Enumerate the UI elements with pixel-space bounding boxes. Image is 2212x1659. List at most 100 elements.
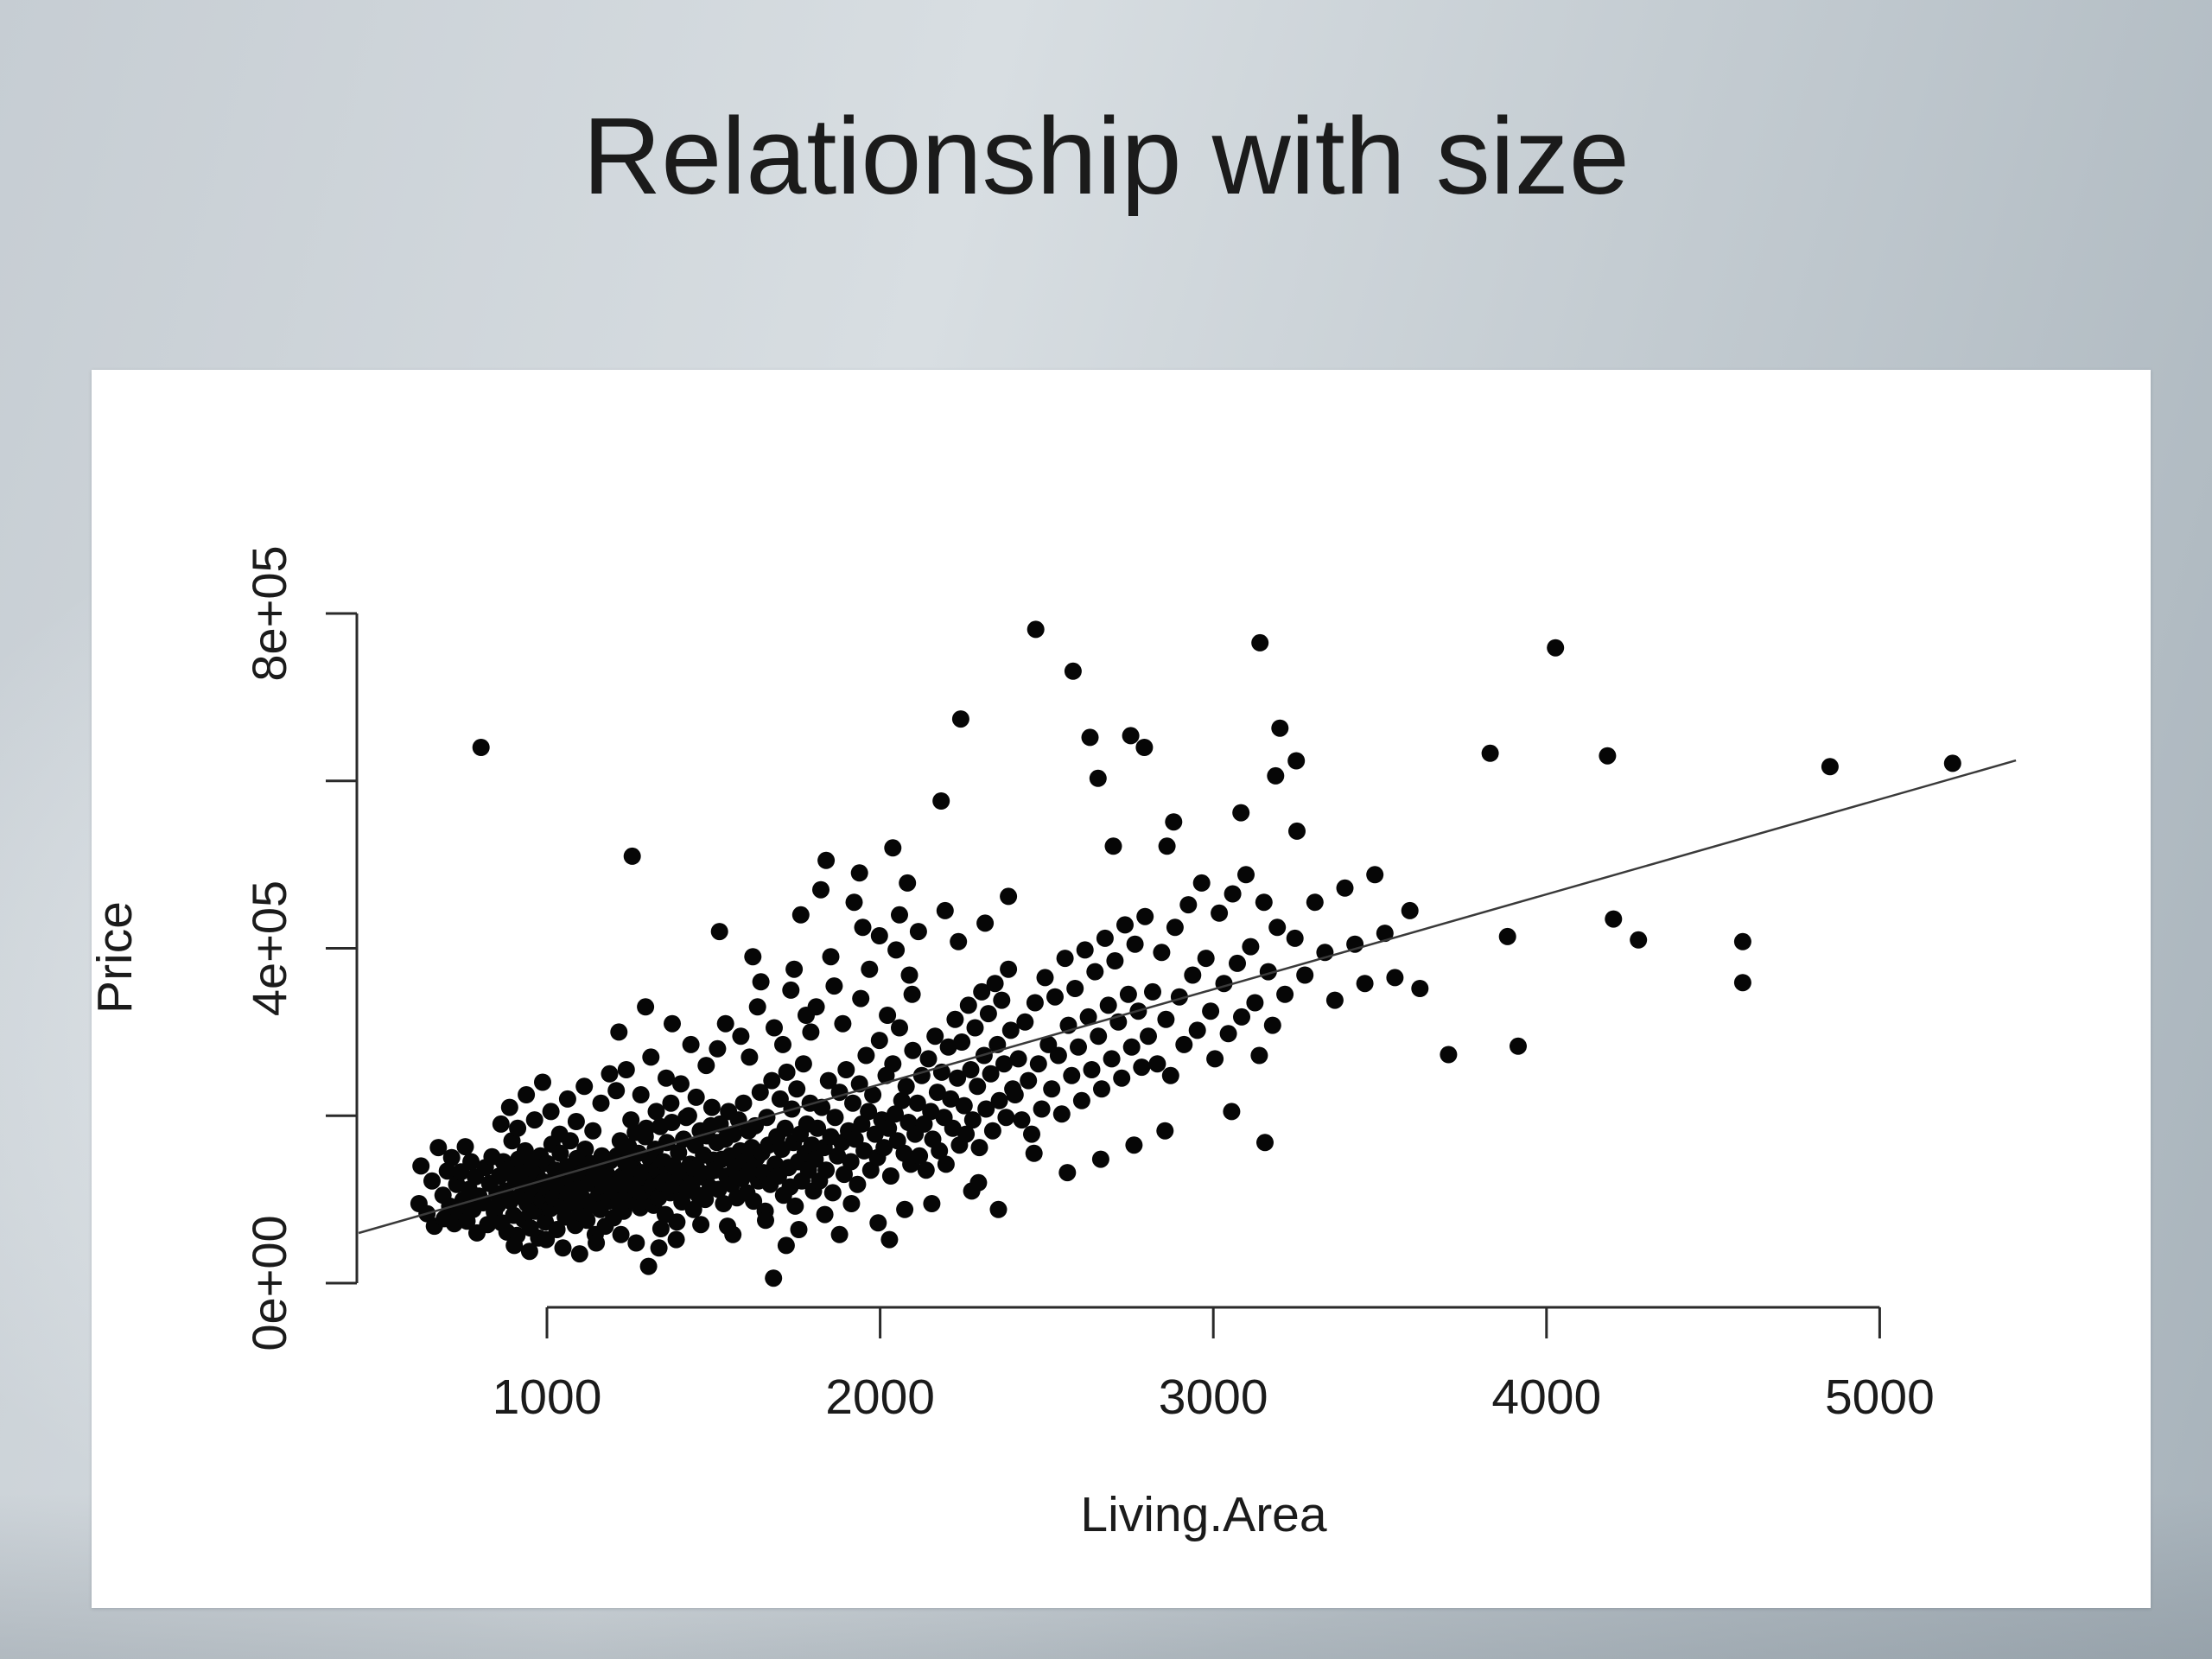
data-point	[766, 1019, 783, 1037]
data-point	[825, 977, 843, 995]
data-point	[748, 998, 766, 1016]
data-point	[1056, 950, 1074, 968]
data-point	[550, 1125, 569, 1143]
data-point	[939, 1038, 957, 1056]
data-point	[995, 1055, 1013, 1073]
data-point	[962, 1061, 980, 1078]
data-point	[1286, 929, 1304, 947]
y-tick-label: 4e+05	[242, 880, 296, 1016]
data-point	[1116, 916, 1134, 934]
data-point	[724, 1125, 742, 1143]
data-point	[1237, 866, 1255, 884]
data-point	[1079, 1007, 1097, 1026]
data-point	[1821, 758, 1839, 776]
data-point	[807, 998, 825, 1016]
data-point	[777, 1236, 795, 1255]
data-point	[1242, 938, 1260, 956]
data-point	[806, 1150, 824, 1168]
data-point	[812, 880, 830, 899]
data-point	[931, 1141, 949, 1160]
data-point	[912, 1066, 931, 1084]
data-point	[790, 1221, 808, 1238]
data-point	[973, 982, 991, 1001]
data-point	[667, 1230, 685, 1249]
data-point	[1306, 893, 1324, 912]
data-point	[1063, 1066, 1081, 1084]
data-point	[1175, 1035, 1193, 1053]
data-point	[516, 1141, 534, 1160]
data-point	[670, 1143, 688, 1161]
data-point	[946, 1010, 964, 1028]
data-point	[637, 1119, 655, 1137]
data-point	[1046, 988, 1064, 1006]
data-point	[1148, 1055, 1166, 1073]
data-point	[1122, 727, 1140, 745]
data-point	[1026, 994, 1044, 1012]
data-point	[1158, 837, 1176, 855]
data-point	[860, 1103, 878, 1121]
data-point	[584, 1122, 602, 1140]
data-point	[1006, 1086, 1024, 1103]
data-point	[969, 1077, 987, 1096]
data-point	[957, 1125, 976, 1143]
data-point	[709, 1180, 728, 1198]
data-point	[944, 1119, 962, 1137]
data-point	[1020, 1071, 1038, 1090]
data-point	[1136, 907, 1154, 925]
data-point	[1135, 739, 1154, 756]
data-point	[592, 1094, 610, 1112]
data-point	[617, 1061, 635, 1078]
data-point	[1013, 1111, 1031, 1129]
data-point	[1103, 1050, 1121, 1068]
data-point	[1605, 910, 1623, 928]
data-point	[1157, 1010, 1175, 1028]
data-point	[774, 1035, 791, 1053]
data-point	[462, 1153, 480, 1171]
data-point	[897, 1077, 915, 1096]
data-point	[588, 1234, 606, 1252]
data-point	[1125, 1136, 1143, 1154]
data-point	[970, 1139, 988, 1157]
data-point	[857, 1046, 875, 1065]
data-point	[472, 739, 490, 756]
data-point	[576, 1141, 594, 1158]
data-point	[1401, 901, 1419, 919]
data-point	[520, 1243, 538, 1261]
data-point	[850, 864, 868, 882]
data-point	[969, 1173, 988, 1192]
data-point	[663, 1114, 681, 1131]
data-point	[505, 1236, 524, 1255]
data-point	[778, 1063, 796, 1081]
data-point	[776, 1119, 794, 1137]
data-point	[664, 1014, 681, 1033]
data-point	[899, 874, 917, 892]
data-point	[1255, 893, 1273, 912]
data-point	[926, 1027, 944, 1046]
data-point	[697, 1057, 715, 1075]
data-point	[903, 985, 921, 1003]
scatter-points-layer	[410, 620, 1961, 1287]
data-point	[909, 923, 927, 941]
data-point	[881, 1167, 899, 1185]
data-point	[518, 1086, 536, 1103]
x-tick-label: 2000	[825, 1370, 935, 1425]
data-point	[1943, 754, 1961, 772]
data-point	[936, 901, 954, 919]
data-point	[423, 1172, 441, 1190]
data-point	[1263, 1016, 1281, 1034]
data-point	[849, 1175, 867, 1193]
x-tick-label: 3000	[1159, 1370, 1268, 1425]
y-tick-label: 8e+05	[242, 545, 296, 681]
data-point	[869, 1214, 887, 1232]
data-point	[1256, 1134, 1274, 1152]
data-point	[993, 991, 1011, 1009]
data-point	[763, 1071, 781, 1090]
data-point	[652, 1220, 670, 1237]
data-point	[852, 989, 870, 1007]
data-point	[1498, 927, 1516, 945]
data-point	[1036, 969, 1054, 987]
data-point	[1086, 963, 1104, 981]
data-point	[891, 906, 908, 924]
data-point	[1179, 896, 1198, 914]
data-point	[1076, 941, 1094, 959]
